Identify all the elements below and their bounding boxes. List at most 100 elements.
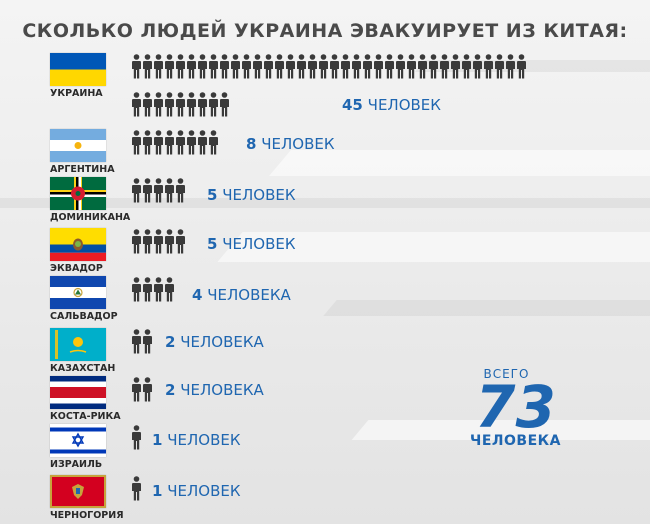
person-icon (440, 54, 449, 79)
person-icon (154, 277, 163, 302)
el-salvador-flag (50, 276, 106, 309)
person-icon (187, 54, 196, 79)
person-icon (231, 54, 240, 79)
count-unit: ЧЕЛОВЕК (167, 482, 241, 500)
people-icons (132, 92, 229, 117)
person-icon (275, 54, 284, 79)
people-count: 45 ЧЕЛОВЕК (342, 96, 441, 114)
people-count: 4 ЧЕЛОВЕКА (192, 286, 291, 304)
total-label-bottom: ЧЕЛОВЕКА (470, 433, 561, 449)
person-icon (363, 54, 372, 79)
person-icon (154, 54, 163, 79)
person-icon (220, 92, 229, 117)
person-icon (330, 54, 339, 79)
country-block: ЧЕРНОГОРИЯ (50, 475, 130, 521)
person-icon (132, 130, 141, 155)
country-block: УКРАИНА (50, 53, 130, 99)
person-icon (132, 277, 141, 302)
count-unit: ЧЕЛОВЕК (222, 235, 296, 253)
people-icons (132, 229, 185, 254)
person-icon (143, 377, 152, 402)
person-icon (484, 54, 493, 79)
person-icon (253, 54, 262, 79)
person-icon (165, 130, 174, 155)
kazakhstan-flag (50, 328, 106, 361)
people-count: 2 ЧЕЛОВЕКА (165, 381, 264, 399)
count-number: 8 (246, 135, 257, 153)
person-icon (187, 130, 196, 155)
infographic-title: СКОЛЬКО ЛЮДЕЙ УКРАИНА ЭВАКУИРУЕТ ИЗ КИТА… (22, 20, 628, 42)
country-name: САЛЬВАДОР (50, 311, 118, 322)
country-name: КАЗАХСТАН (50, 363, 116, 374)
person-icon (297, 54, 306, 79)
count-unit: ЧЕЛОВЕКА (180, 381, 264, 399)
country-name: ЭКВАДОР (50, 263, 103, 274)
person-icon (154, 92, 163, 117)
person-icon (286, 54, 295, 79)
ukraine-flag (50, 53, 106, 86)
person-icon (517, 54, 526, 79)
country-block: КОСТА-РИКА (50, 376, 130, 422)
person-icon (352, 54, 361, 79)
person-icon (165, 229, 174, 254)
person-icon (132, 92, 141, 117)
people-icons (132, 425, 141, 450)
person-icon (209, 92, 218, 117)
people-count: 1 ЧЕЛОВЕК (152, 482, 240, 500)
country-block: КАЗАХСТАН (50, 328, 130, 374)
count-number: 5 (207, 235, 218, 253)
person-icon (143, 92, 152, 117)
ecuador-flag (50, 228, 106, 261)
person-icon (176, 92, 185, 117)
person-icon (198, 130, 207, 155)
count-unit: ЧЕЛОВЕК (367, 96, 441, 114)
person-icon (319, 54, 328, 79)
total-block: ВСЕГО 73 ЧЕЛОВЕКА (470, 367, 561, 449)
dominica-flag (50, 177, 106, 210)
person-icon (132, 329, 141, 354)
count-number: 5 (207, 186, 218, 204)
person-icon (473, 54, 482, 79)
country-name: УКРАИНА (50, 88, 103, 99)
person-icon (165, 178, 174, 203)
total-value: 73 (475, 373, 556, 441)
country-name: КОСТА-РИКА (50, 411, 121, 422)
total-label-top: ВСЕГО (483, 367, 530, 381)
person-icon (187, 92, 196, 117)
count-unit: ЧЕЛОВЕК (167, 431, 241, 449)
person-icon (143, 130, 152, 155)
person-icon (132, 229, 141, 254)
person-icon (506, 54, 515, 79)
person-icon (143, 54, 152, 79)
count-number: 45 (342, 96, 363, 114)
person-icon (132, 476, 141, 501)
person-icon (341, 54, 350, 79)
person-icon (407, 54, 416, 79)
people-count: 2 ЧЕЛОВЕКА (165, 333, 264, 351)
person-icon (165, 92, 174, 117)
person-icon (451, 54, 460, 79)
person-icon (242, 54, 251, 79)
people-icons (132, 476, 141, 501)
people-icons (132, 54, 526, 79)
count-unit: ЧЕЛОВЕК (261, 135, 335, 153)
person-icon (132, 178, 141, 203)
country-block: САЛЬВАДОР (50, 276, 130, 322)
person-icon (209, 130, 218, 155)
country-name: АРГЕНТИНА (50, 164, 115, 175)
people-count: 1 ЧЕЛОВЕК (152, 431, 240, 449)
people-icons (132, 130, 218, 155)
israel-flag (50, 424, 106, 457)
country-block: АРГЕНТИНА (50, 129, 130, 175)
people-count: 8 ЧЕЛОВЕК (246, 135, 334, 153)
count-number: 4 (192, 286, 203, 304)
person-icon (176, 229, 185, 254)
person-icon (143, 329, 152, 354)
person-icon (132, 54, 141, 79)
person-icon (176, 54, 185, 79)
person-icon (165, 54, 174, 79)
person-icon (396, 54, 405, 79)
person-icon (143, 229, 152, 254)
person-icon (154, 130, 163, 155)
country-block: ИЗРАИЛЬ (50, 424, 130, 470)
